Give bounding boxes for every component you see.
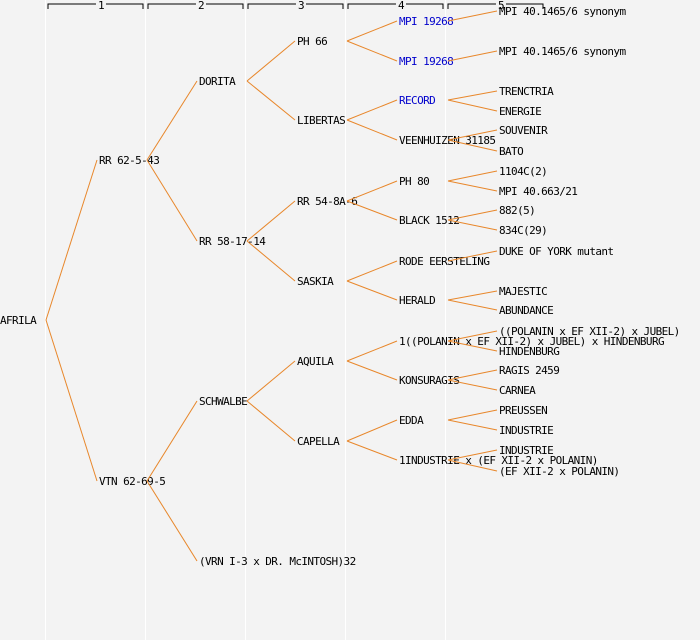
pedigree-node: PH 66 (297, 35, 328, 48)
pedigree-node: (EF XII-2 x POLANIN) (499, 465, 620, 478)
pedigree-node: HINDENBURG (499, 345, 560, 358)
pedigree-node: 1104C(2) (499, 165, 548, 178)
column-bracket (247, 3, 344, 9)
column-bracket (347, 3, 444, 9)
pedigree-node: MPI 40.1465/6 synonym (499, 45, 626, 58)
column-bracket (147, 3, 244, 9)
pedigree-node: HERALD (399, 294, 436, 307)
column-bracket (447, 3, 544, 9)
column-header: 3 (295, 0, 307, 12)
pedigree-node: RR 54-8A-6 (297, 195, 358, 208)
pedigree-node: SCHWALBE (199, 395, 248, 408)
pedigree-node: INDUSTRIE (499, 444, 554, 457)
column-header: 2 (195, 0, 207, 12)
pedigree-node-link[interactable]: MPI 19268 (399, 15, 454, 28)
pedigree-node: MAJESTIC (499, 285, 548, 298)
pedigree-node: CAPELLA (297, 435, 340, 448)
pedigree-node: SASKIA (297, 275, 334, 288)
pedigree-node: INDUSTRIE (499, 424, 554, 437)
pedigree-node: ((POLANIN x EF XII-2) x JUBEL) (499, 325, 680, 338)
column-header: 5 (495, 0, 507, 12)
pedigree-node: (VRN I-3 x DR. McINTOSH)32 (199, 555, 356, 568)
pedigree-node: KONSURAGIS (399, 374, 460, 387)
pedigree-node: ENERGIE (499, 105, 542, 118)
pedigree-node: DORITA (199, 75, 236, 88)
pedigree-node: RAGIS 2459 (499, 364, 560, 377)
pedigree-node: PREUSSEN (499, 404, 548, 417)
pedigree-node-link[interactable]: MPI 19268 (399, 55, 454, 68)
pedigree-node: MPI 40.1465/6 synonym (499, 5, 626, 18)
pedigree-node: 882(5) (499, 204, 536, 217)
pedigree-node: 834C(29) (499, 224, 548, 237)
pedigree-node: AQUILA (297, 355, 334, 368)
pedigree-node: DUKE OF YORK mutant (499, 245, 614, 258)
pedigree-node: TRENCTRIA (499, 85, 554, 98)
column-header: 1 (95, 0, 107, 12)
pedigree-node: BLACK 1512 (399, 214, 460, 227)
pedigree-node: MPI 40.663/21 (499, 185, 578, 198)
column-bracket (47, 3, 144, 9)
pedigree-node: SOUVENIR (499, 124, 548, 137)
pedigree-node: BATO (499, 145, 524, 158)
pedigree-node: AFRILA (0, 314, 37, 327)
pedigree-node: RODE EERSTELING (399, 255, 490, 268)
pedigree-node: VEENHUIZEN 31185 (399, 134, 496, 147)
pedigree-node: CARNEA (499, 384, 536, 397)
pedigree-node: ABUNDANCE (499, 304, 554, 317)
column-header: 4 (395, 0, 407, 12)
pedigree-node-link[interactable]: RECORD (399, 94, 436, 107)
pedigree-node: EDDA (399, 414, 424, 427)
pedigree-node: RR 58-17-14 (199, 235, 266, 248)
pedigree-node: LIBERTAS (297, 114, 346, 127)
pedigree-node: RR 62-5-43 (99, 154, 160, 167)
pedigree-node: PH 80 (399, 175, 430, 188)
pedigree-node: VTN 62-69-5 (99, 475, 166, 488)
